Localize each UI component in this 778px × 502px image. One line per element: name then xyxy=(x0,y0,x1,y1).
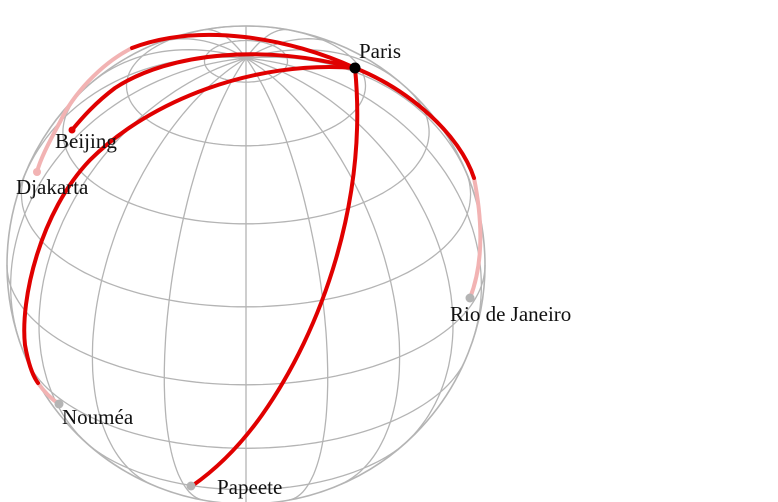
graticule-meridian xyxy=(245,57,454,445)
route-paris-rio xyxy=(353,66,476,180)
graticule-meridian xyxy=(245,57,401,486)
routes xyxy=(22,32,483,488)
label-paris: Paris xyxy=(359,39,401,63)
label-beijing: Beijing xyxy=(55,129,117,153)
graticule-meridian xyxy=(163,57,247,501)
route-paris-beijing xyxy=(70,52,357,132)
label-djakarta: Djakarta xyxy=(16,175,89,199)
graticule-meridian xyxy=(245,57,483,343)
city-marker-papeete xyxy=(186,481,196,491)
graticule-parallel xyxy=(20,170,472,308)
graticule-parallel xyxy=(203,39,289,83)
graticule-parallel xyxy=(6,264,486,386)
route-paris-noumea xyxy=(22,65,357,385)
city-labels: Paris Beijing Djakarta Rio de Janeiro No… xyxy=(16,39,571,499)
origin-marker-paris xyxy=(349,62,361,74)
route-paris-rio-far-side xyxy=(468,176,483,300)
graticule-meridian xyxy=(91,49,247,83)
graticule-parallel xyxy=(125,25,367,147)
label-noumea: Nouméa xyxy=(62,405,134,429)
globe-outline xyxy=(6,25,486,502)
graticule-meridian xyxy=(245,57,329,501)
graticule-meridian xyxy=(245,28,287,59)
graticule-meridian xyxy=(38,57,247,445)
label-papeete: Papeete xyxy=(217,475,282,499)
graticule-parallel xyxy=(62,88,430,225)
city-marker-beijing xyxy=(68,126,76,134)
city-markers xyxy=(33,62,475,491)
graticule-parallel xyxy=(27,362,465,449)
city-marker-rio xyxy=(465,293,475,303)
label-rio-de-janeiro: Rio de Janeiro xyxy=(450,302,571,326)
graticule-meridian xyxy=(9,57,247,343)
graticule-meridian xyxy=(245,49,401,83)
route-paris-djakarta xyxy=(130,32,357,70)
city-marker-noumea xyxy=(54,399,64,409)
route-paris-papeete xyxy=(190,66,360,488)
city-marker-djakarta xyxy=(33,168,41,176)
graticule-meridian xyxy=(91,57,247,486)
graticule-parallel xyxy=(86,443,406,491)
route-paris-djakarta-far-side xyxy=(35,46,134,174)
graticule xyxy=(6,25,486,502)
